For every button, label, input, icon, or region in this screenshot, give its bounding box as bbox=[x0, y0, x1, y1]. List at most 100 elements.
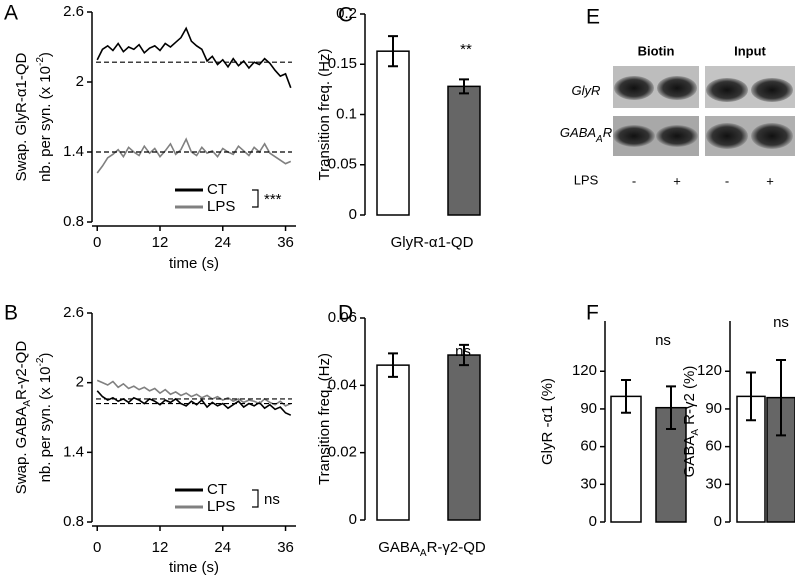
y-axis-label: Swap. GABAAR-γ2-QD bbox=[13, 341, 33, 495]
treatment-label: LPS bbox=[574, 172, 599, 187]
treatment-sign: - bbox=[725, 173, 729, 188]
y-tick-label: 0.02 bbox=[328, 444, 357, 461]
y-axis-label-part: Transition freq. (Hz) bbox=[316, 49, 333, 181]
blot-row-part: A bbox=[595, 134, 603, 145]
x-tick-label: 24 bbox=[214, 234, 231, 251]
y-axis-label-part: ) bbox=[37, 353, 54, 358]
error-bar bbox=[388, 35, 398, 68]
y-tick-label: 1.4 bbox=[63, 443, 84, 460]
y-tick-label: 120 bbox=[572, 362, 597, 379]
y-tick-label: 0 bbox=[349, 206, 357, 223]
y-tick-label: 60 bbox=[705, 438, 722, 455]
error-bar bbox=[459, 343, 469, 367]
y-axis-label-part: GlyR -α1 (%) bbox=[539, 378, 556, 465]
error-bar bbox=[746, 371, 756, 422]
panel-letter: A bbox=[4, 2, 18, 25]
error-bar bbox=[388, 352, 398, 378]
y-axis-label-part: R-γ2 (%) bbox=[681, 366, 698, 429]
y-axis-label: GlyR -α1 (%) bbox=[539, 378, 556, 465]
x-axis-label: time (s) bbox=[169, 255, 219, 272]
x-tick-label: 36 bbox=[277, 539, 294, 556]
y-tick-label: 2 bbox=[76, 73, 84, 90]
y-axis-label-part: GABA bbox=[681, 436, 698, 478]
y-tick-label: 2.6 bbox=[63, 304, 84, 321]
legend-label: CT bbox=[207, 181, 227, 198]
y-tick-label: 0.05 bbox=[328, 156, 357, 173]
blot-row-part: GABA bbox=[560, 125, 596, 140]
blot-column: Input bbox=[734, 43, 766, 58]
x-axis-label-part: R-γ2-QD bbox=[427, 539, 486, 556]
y-tick-label: 0.04 bbox=[328, 376, 357, 393]
x-tick-label: 12 bbox=[152, 539, 169, 556]
y-tick-label: 0.8 bbox=[63, 213, 84, 230]
error-bar bbox=[621, 379, 631, 414]
y-axis-label-part: A bbox=[690, 429, 701, 436]
y-tick-label: 0.2 bbox=[336, 5, 357, 22]
blot-column: Biotin bbox=[638, 43, 675, 58]
error-bar bbox=[776, 358, 786, 437]
y-tick-label: 2 bbox=[76, 374, 84, 391]
legend-label: CT bbox=[207, 481, 227, 498]
blot-row: GABAAR bbox=[560, 125, 612, 144]
y-axis-label: Swap. GlyR-α1-QD bbox=[13, 52, 30, 181]
y-axis-label: Transition freq. (Hz) bbox=[316, 353, 333, 485]
y-tick-label: 90 bbox=[580, 400, 597, 417]
y-axis-label-part: Swap. GABA bbox=[13, 407, 30, 495]
bar bbox=[376, 364, 410, 521]
annotation: ns bbox=[655, 332, 671, 349]
panel-letter: E bbox=[586, 6, 600, 29]
annotation: ns bbox=[773, 314, 789, 331]
y-tick-label: 0 bbox=[349, 511, 357, 528]
annotation: ns bbox=[264, 491, 280, 508]
y-tick-label: 0 bbox=[589, 513, 597, 530]
annotation: ** bbox=[460, 41, 472, 58]
y-axis-label: nb. per syn. (x 10-2) bbox=[35, 353, 54, 483]
error-bar bbox=[666, 385, 676, 431]
y-tick-label: 30 bbox=[580, 475, 597, 492]
y-tick-label: 0.1 bbox=[336, 105, 357, 122]
blot-row-part: GlyR bbox=[572, 83, 601, 98]
panel-letter: D bbox=[338, 302, 353, 325]
panel-letter: B bbox=[4, 302, 18, 325]
treatment-sign: + bbox=[766, 173, 774, 188]
y-axis-label-part: nb. per syn. (x 10 bbox=[37, 367, 54, 483]
y-axis-label-part: A bbox=[22, 400, 33, 407]
bar bbox=[610, 395, 642, 523]
y-tick-label: 1.4 bbox=[63, 143, 84, 160]
y-axis-label-part: R-γ2-QD bbox=[13, 341, 30, 400]
y-tick-label: 0.06 bbox=[328, 309, 357, 326]
y-tick-label: 0 bbox=[714, 513, 722, 530]
series-line bbox=[96, 26, 292, 89]
legend-label: LPS bbox=[207, 498, 235, 515]
x-axis-label-part: GlyR-α1-QD bbox=[391, 234, 474, 251]
y-tick-label: 90 bbox=[705, 400, 722, 417]
x-tick-label: 0 bbox=[93, 539, 101, 556]
x-tick-label: 36 bbox=[277, 234, 294, 251]
y-tick-label: 60 bbox=[580, 438, 597, 455]
error-bar bbox=[459, 78, 469, 95]
y-tick-label: 2.6 bbox=[63, 3, 84, 20]
y-axis-label-part: -2 bbox=[35, 57, 46, 66]
x-tick-label: 24 bbox=[214, 539, 231, 556]
y-axis-label: Transition freq. (Hz) bbox=[316, 49, 333, 181]
annotation: ns bbox=[455, 343, 471, 360]
significance-bracket bbox=[252, 189, 259, 208]
y-axis-label-part: nb. per syn. (x 10 bbox=[37, 66, 54, 182]
blot-row-part: R bbox=[603, 125, 612, 140]
y-tick-label: 30 bbox=[705, 475, 722, 492]
y-tick-label: 0.8 bbox=[63, 513, 84, 530]
treatment-sign: + bbox=[673, 173, 681, 188]
treatment-sign: - bbox=[632, 173, 636, 188]
blot-row: GlyR bbox=[572, 83, 601, 98]
y-axis-label-part: Swap. GlyR-α1-QD bbox=[13, 52, 30, 181]
y-tick-label: 120 bbox=[697, 362, 722, 379]
significance-bracket bbox=[252, 489, 259, 508]
x-axis-label: GABAAR-γ2-QD bbox=[378, 539, 486, 559]
y-axis-label: GABAA R-γ2 (%) bbox=[681, 366, 701, 478]
x-axis-label: time (s) bbox=[169, 559, 219, 576]
x-axis-label-part: A bbox=[420, 548, 427, 559]
bar bbox=[447, 85, 481, 216]
bar bbox=[447, 354, 481, 521]
x-axis-label: GlyR-α1-QD bbox=[391, 234, 474, 251]
